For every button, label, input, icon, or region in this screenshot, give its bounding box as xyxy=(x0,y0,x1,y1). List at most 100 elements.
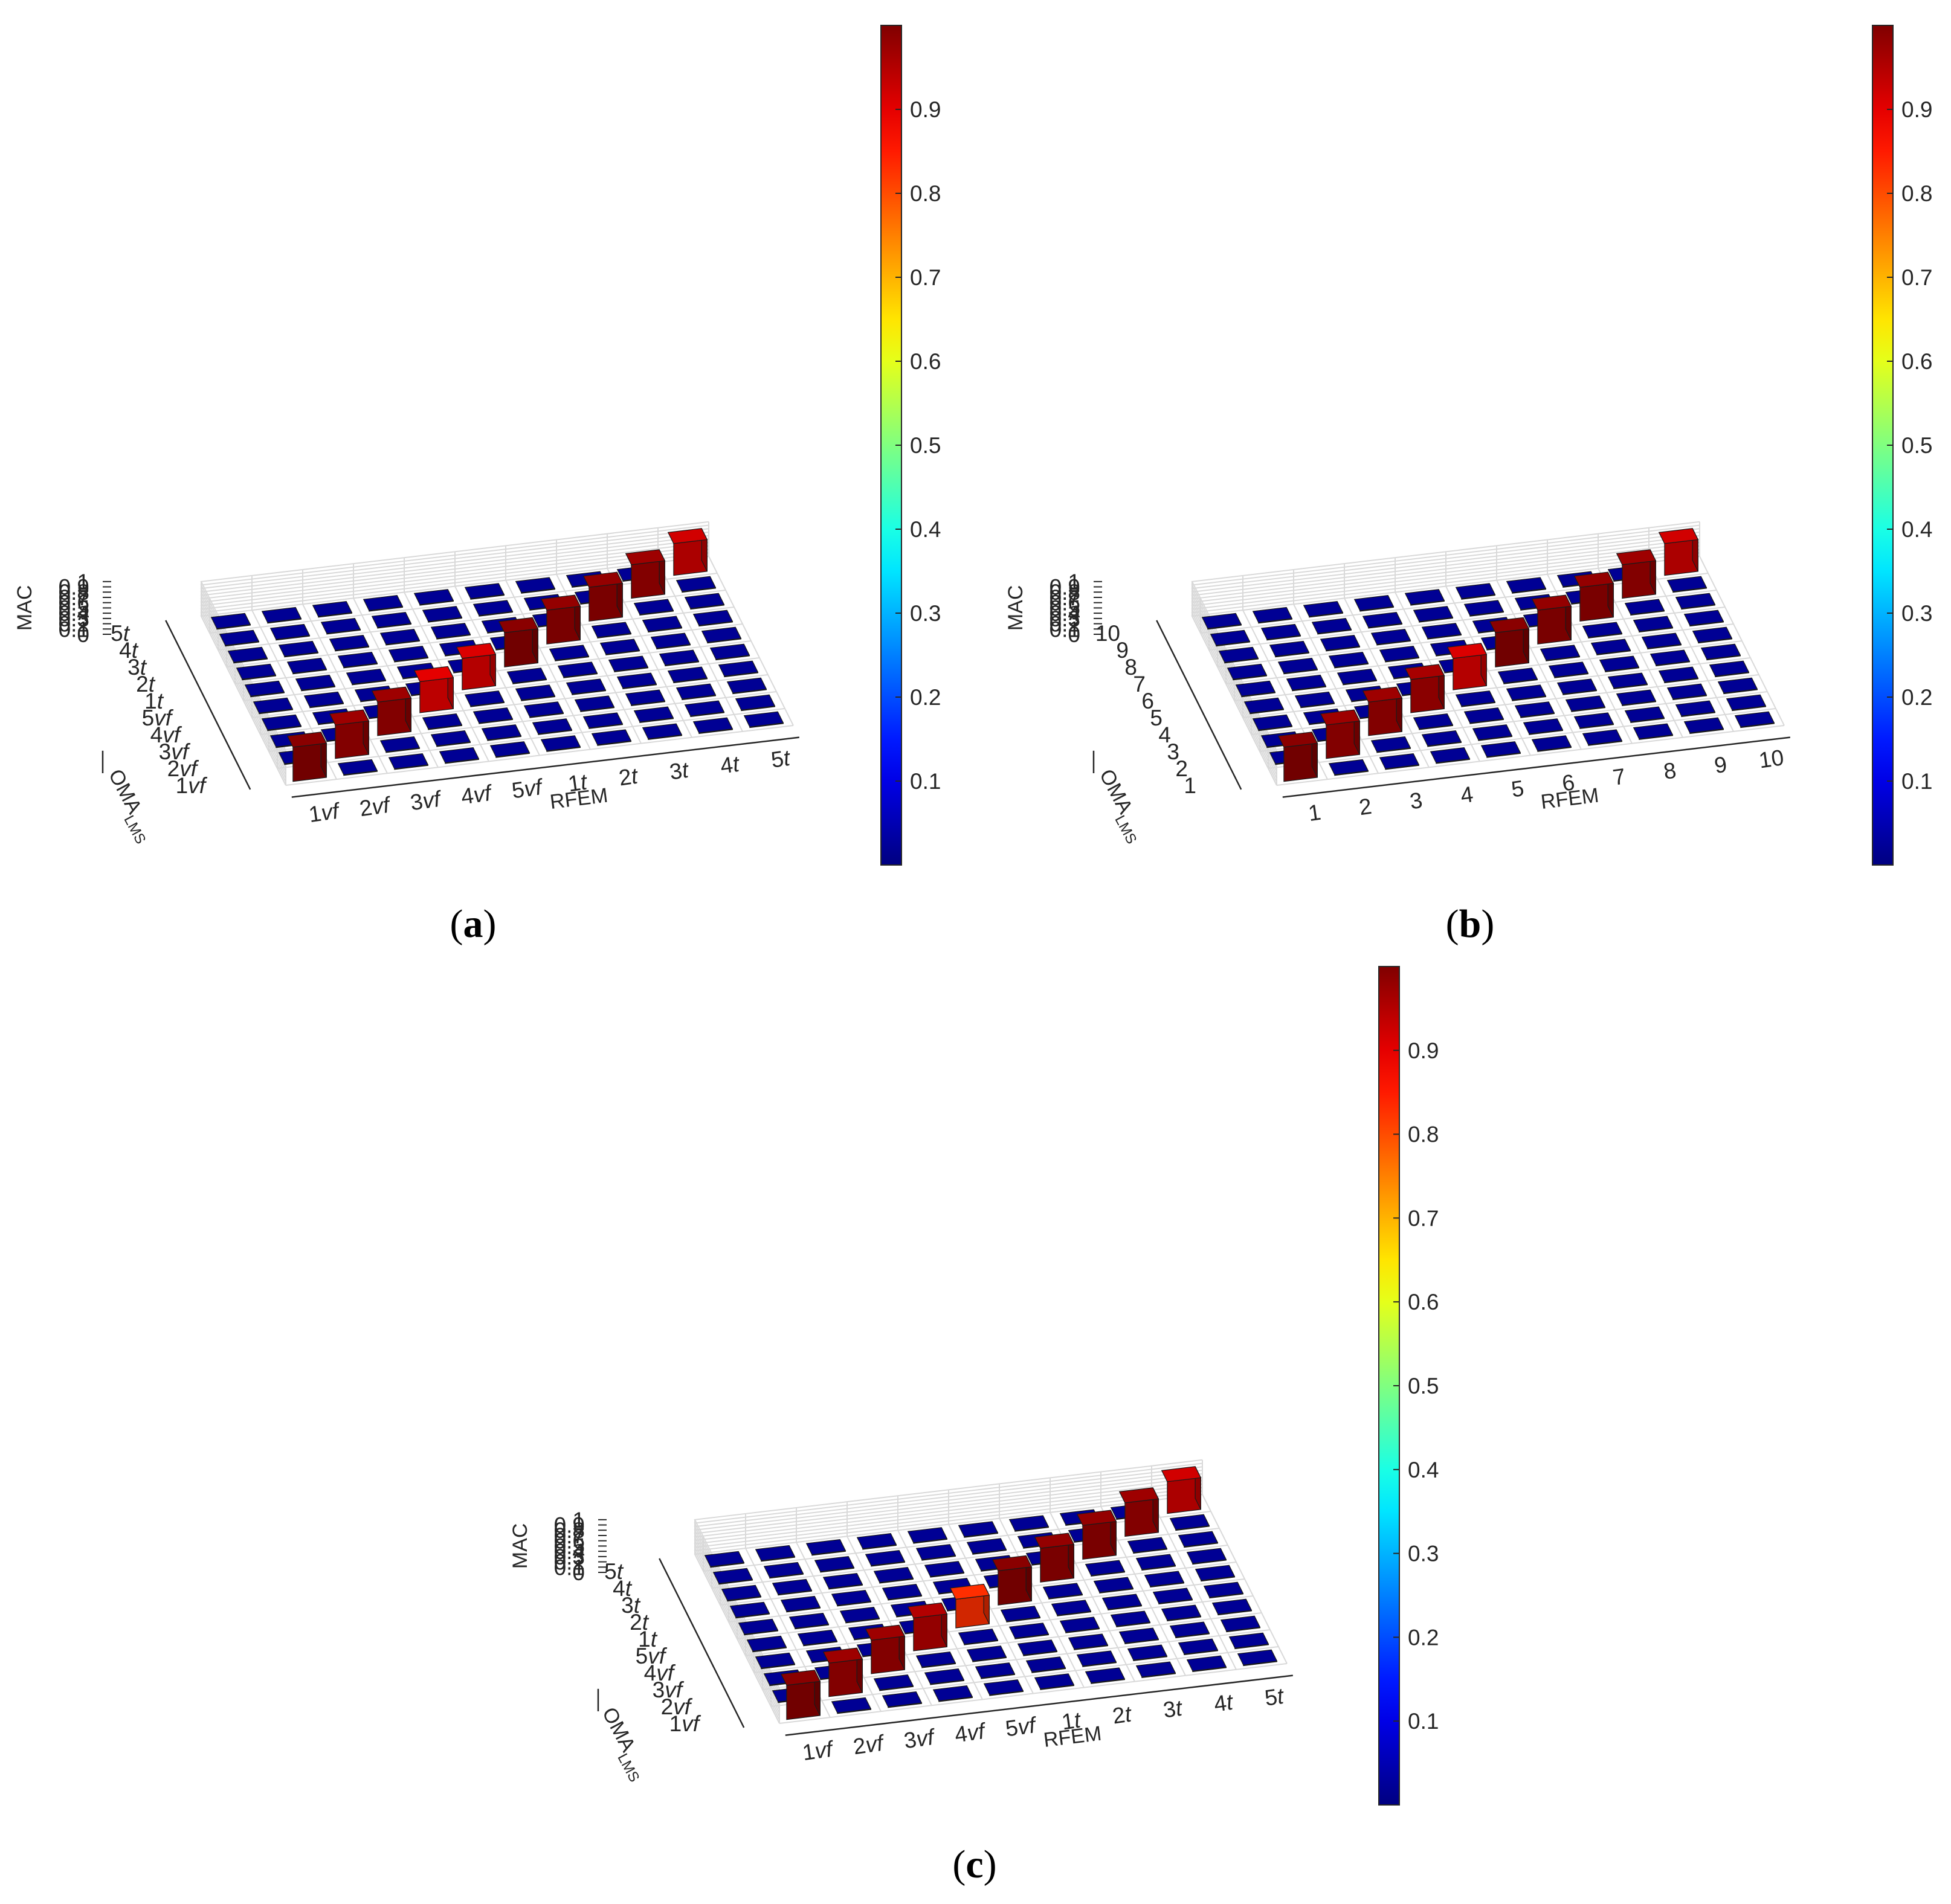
off-diagonal-bar xyxy=(1624,599,1665,616)
colorbar-tick-label: 0.4 xyxy=(1901,517,1932,542)
off-diagonal-bar xyxy=(616,672,657,689)
bar-face xyxy=(958,1629,999,1645)
floor-gridline xyxy=(1217,606,1726,667)
bar-face xyxy=(642,723,683,739)
off-diagonal-bar xyxy=(684,700,725,718)
y-tick-label: 1vf xyxy=(176,773,208,798)
off-diagonal-bar xyxy=(1237,1649,1278,1667)
x-tick-label: 4vf xyxy=(459,780,494,809)
bar-face xyxy=(625,549,666,565)
bar-face xyxy=(865,1550,906,1566)
z-tick-label: 0.6 xyxy=(554,1529,585,1554)
off-diagonal-bar xyxy=(633,599,674,616)
wall-gridline xyxy=(694,1462,1203,1693)
off-diagonal-bar xyxy=(1210,629,1251,647)
diagonal-bar xyxy=(1034,1533,1075,1583)
off-diagonal-bar xyxy=(422,713,463,730)
bar-face xyxy=(772,1578,813,1595)
off-diagonal-bar xyxy=(1599,655,1640,672)
y-tick-label: 4vf xyxy=(150,722,182,747)
wall-gridline xyxy=(200,548,709,779)
off-diagonal-bar xyxy=(1042,1583,1083,1600)
off-diagonal-bar xyxy=(295,674,336,692)
bar-face xyxy=(873,1567,914,1583)
y-tick-label: 3vf xyxy=(159,739,191,764)
off-diagonal-bar xyxy=(337,759,378,776)
off-diagonal-bar xyxy=(1658,666,1699,684)
y-tick-label: 2vf xyxy=(167,756,199,781)
y-tick-label: 4t xyxy=(119,638,139,663)
wall-gridline xyxy=(694,1483,1203,1714)
bar-face xyxy=(286,732,327,748)
bar-face xyxy=(1201,613,1242,629)
off-diagonal-bar xyxy=(1565,695,1606,712)
diagonal-bar xyxy=(1161,1466,1202,1514)
colorbar-tick-label: 0.4 xyxy=(1408,1458,1439,1482)
diagonal-bar xyxy=(865,1624,906,1674)
z-tick-label: 0.9 xyxy=(1050,575,1080,600)
off-diagonal-bar xyxy=(439,747,480,764)
x-tick-label: 2vf xyxy=(358,792,393,821)
diagonal-bar xyxy=(780,1670,821,1720)
z-tick-label: 0 xyxy=(572,1560,585,1585)
y-tick-label: 8 xyxy=(1124,655,1137,680)
bar-face xyxy=(1683,717,1724,733)
z-tick-label: 0.5 xyxy=(1050,596,1080,620)
bar-face xyxy=(549,645,590,661)
off-diagonal-bar xyxy=(1641,632,1682,650)
colorbar: 0.1 0.2 0.3 0.4 0.5 0.6 0.7 0.8 0.9 xyxy=(880,25,941,866)
bar-face xyxy=(286,657,327,674)
bar-face xyxy=(413,589,454,605)
bar-face xyxy=(498,617,539,634)
off-diagonal-bar xyxy=(1220,1615,1261,1633)
bar-face xyxy=(924,1668,965,1685)
bar-face xyxy=(472,707,514,724)
bar-face xyxy=(1683,609,1724,626)
bar-face xyxy=(633,599,674,615)
off-diagonal-bar xyxy=(1616,689,1657,706)
off-diagonal-bar xyxy=(261,714,302,732)
bar-face xyxy=(1362,612,1403,628)
bar-face xyxy=(253,697,294,714)
bar-face xyxy=(692,609,734,626)
bar-face xyxy=(422,606,463,622)
wall-gridline xyxy=(200,524,709,754)
bar-face xyxy=(1413,606,1454,622)
bar-face xyxy=(1565,695,1606,712)
off-diagonal-bar xyxy=(388,646,429,663)
diagonal-bar xyxy=(329,709,370,759)
off-diagonal-bar xyxy=(839,1606,880,1624)
wall-gridline xyxy=(1191,538,1700,768)
off-diagonal-bar xyxy=(831,1697,872,1714)
floor-gridline xyxy=(505,580,591,750)
off-diagonal-bar xyxy=(591,622,632,638)
bar-face xyxy=(822,1647,863,1664)
off-diagonal-bar xyxy=(515,577,556,594)
floor-gridline xyxy=(1208,590,1717,651)
bar-face xyxy=(219,629,260,646)
floor-gridline xyxy=(711,1528,1220,1589)
off-diagonal-bar xyxy=(1127,1644,1168,1661)
bar-face xyxy=(1666,683,1708,700)
bar-face xyxy=(1328,759,1369,776)
bar-face xyxy=(692,717,734,733)
bar-face xyxy=(261,606,302,623)
x-tick-label: 1vf xyxy=(801,1736,836,1765)
z-tick-label: 0.7 xyxy=(1050,585,1080,610)
off-diagonal-bar xyxy=(1624,706,1665,723)
z-axis-label: MAC xyxy=(13,585,36,631)
y-tick-label: 1t xyxy=(638,1627,658,1652)
panel-caption: (c) xyxy=(952,1842,996,1886)
off-diagonal-bar xyxy=(1497,667,1538,684)
off-diagonal-bar xyxy=(1675,593,1716,610)
off-diagonal-bar xyxy=(1590,638,1631,655)
off-diagonal-bar xyxy=(1252,714,1293,732)
off-diagonal-bar xyxy=(1404,589,1445,606)
bar-face xyxy=(1135,1661,1176,1677)
bar-face xyxy=(642,616,683,632)
off-diagonal-bar xyxy=(915,1544,956,1561)
bar-face xyxy=(667,528,708,544)
bar-face xyxy=(718,660,759,677)
bar-face xyxy=(1152,1587,1193,1604)
off-diagonal-bar xyxy=(932,1685,973,1702)
